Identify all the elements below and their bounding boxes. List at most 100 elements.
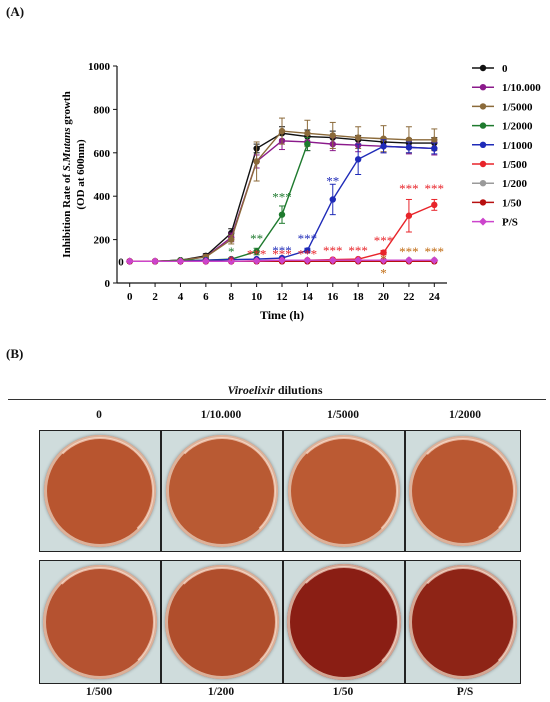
significance-mark: *: [228, 244, 235, 259]
legend-label: 1/1000: [502, 140, 533, 152]
data-point: [227, 257, 236, 266]
legend-swatch-marker: [479, 141, 487, 148]
data-point: [303, 256, 312, 265]
x-tick-label: 14: [302, 291, 314, 303]
data-point: [304, 247, 311, 254]
data-point: [176, 257, 185, 266]
data-point: [151, 257, 160, 266]
product-name: Viroelixir: [227, 383, 275, 397]
significance-mark: ***: [272, 190, 292, 205]
data-point: [431, 136, 438, 143]
well-label-bottom-2: 1/200: [207, 686, 235, 698]
x-tick-label: 22: [403, 291, 415, 303]
plate-rim: [289, 566, 399, 678]
significance-mark: ***: [272, 247, 292, 262]
significance-mark: **: [326, 173, 339, 188]
data-point: [304, 140, 311, 148]
legend-label: 1/200: [502, 178, 528, 190]
significance-mark: ***: [425, 244, 445, 259]
legend-label: 1/5000: [502, 101, 533, 113]
dilutions-header: Viroelixir dilutions: [0, 383, 550, 398]
legend-swatch-marker: [479, 199, 487, 206]
plate-rim: [411, 567, 515, 677]
x-tick-label: 10: [251, 291, 263, 303]
legend-swatch-marker: [479, 64, 487, 72]
data-point: [431, 145, 438, 152]
significance-mark: ***: [323, 243, 343, 258]
well-p-s: [405, 560, 521, 684]
data-point: [278, 127, 286, 135]
legend-label: 1/500: [502, 159, 528, 171]
legend-swatch-marker: [479, 160, 487, 168]
y-tick-label: 1000: [88, 61, 111, 73]
data-point: [228, 236, 235, 243]
y-tick-label: 400: [94, 191, 111, 203]
x-tick-label: 20: [378, 291, 390, 303]
data-point: [380, 143, 387, 150]
well-label-bottom-4: P/S: [456, 686, 474, 698]
legend-label: 0: [502, 63, 508, 75]
y-tick-label: 600: [94, 148, 111, 160]
data-point: [380, 249, 387, 256]
significance-mark: ***: [374, 233, 394, 248]
data-point: [201, 257, 210, 266]
legend-swatch-marker: [479, 180, 487, 187]
data-point: [329, 196, 336, 203]
well-label-bottom-3: 1/50: [332, 686, 354, 698]
data-point: [304, 130, 311, 137]
well-label-top-3: 1/5000: [327, 409, 359, 421]
x-tick-label: 16: [327, 291, 339, 303]
data-point: [253, 158, 260, 165]
significance-mark: ***: [298, 247, 318, 262]
legend-label: 1/10.000: [502, 82, 541, 94]
well-label-top-1: 0: [96, 409, 102, 421]
significance-mark: ***: [425, 181, 445, 196]
x-tick-label: 0: [127, 291, 133, 303]
data-point: [431, 201, 438, 209]
plate-rim: [46, 437, 154, 545]
data-point: [125, 257, 134, 266]
well-1-2000: [405, 430, 521, 552]
y-origin-label: 0: [118, 256, 124, 268]
y-axis-label: Inhibition Rate of S.Mutans growth: [61, 91, 73, 257]
significance-mark: **: [250, 231, 263, 246]
annotation-layer: *************** *** *** *** *** ********* ****…: [228, 173, 444, 280]
significance-mark: *: [380, 266, 387, 281]
significance-mark: ***: [298, 231, 318, 246]
data-point: [354, 156, 362, 163]
data-point: [329, 132, 336, 139]
y-tick-label: 800: [94, 104, 111, 116]
significance-mark: ***: [399, 244, 419, 259]
well-0: [39, 430, 161, 552]
x-axis-label: Time (h): [260, 308, 304, 322]
legend-label: 1/50: [502, 197, 522, 209]
significance-mark: *: [380, 251, 387, 266]
x-tick-label: 12: [277, 291, 289, 303]
x-tick-label: 2: [152, 291, 158, 303]
data-point: [328, 256, 337, 265]
chart-legend: 0 1/10.000 1/5000 1/2000 1/1000 1/500 1/200 1/5…: [472, 63, 541, 229]
y-tick-label: 200: [94, 235, 111, 247]
significance-mark: ***: [399, 181, 419, 196]
legend-swatch-marker: [479, 122, 487, 129]
plate-rim: [45, 567, 155, 677]
dilutions-word: dilutions: [274, 383, 323, 397]
well-label-bottom-1: 1/500: [85, 686, 113, 698]
significance-mark: ***: [247, 247, 267, 262]
well-label-top-4: 1/2000: [449, 409, 481, 421]
series-layer: [125, 117, 439, 266]
x-tick-label: 8: [228, 291, 234, 303]
data-point: [278, 256, 286, 265]
legend-label: P/S: [502, 217, 518, 229]
data-point: [252, 256, 261, 265]
legend-swatch-marker: [479, 103, 487, 110]
significance-mark: ***: [272, 243, 292, 258]
plate-rim: [290, 437, 398, 545]
data-point: [278, 211, 286, 218]
plate-rim: [411, 438, 515, 544]
well-1-200: [161, 560, 283, 684]
x-tick-label: 24: [429, 291, 441, 303]
x-tick-label: 18: [353, 291, 365, 303]
y-axis-label-unit: (OD at 600nm): [75, 139, 87, 210]
